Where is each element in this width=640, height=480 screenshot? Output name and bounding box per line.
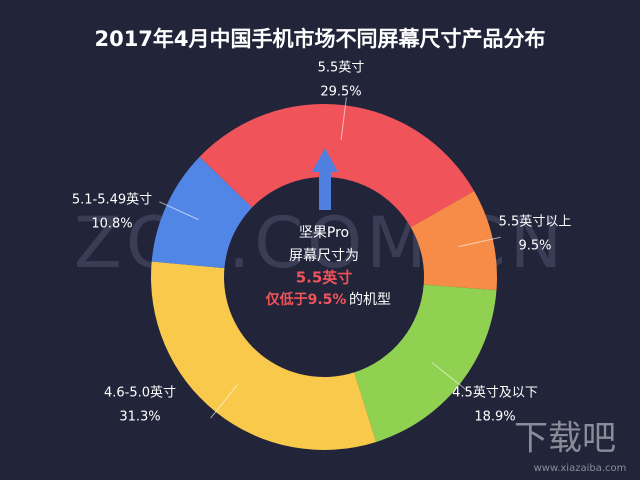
slice-label: 4.6-5.0英寸 (104, 386, 176, 401)
leader-line (431, 362, 467, 390)
leader-line (458, 236, 501, 248)
slice (151, 156, 253, 269)
value-label: 31.3% (119, 410, 160, 425)
value-label: 9.5% (518, 239, 551, 254)
leader-line (159, 201, 199, 221)
chart-title: 2017年4月中国手机市场不同屏幕尺寸产品分布 (94, 27, 545, 51)
center-text: 仅低于9.5% (265, 291, 347, 308)
value-label: 10.8% (91, 217, 132, 232)
watermark: 下载吧 (514, 419, 616, 459)
center-text: 坚果Pro (299, 225, 349, 241)
slice (410, 191, 497, 291)
value-label: 18.9% (474, 410, 515, 425)
value-label: 29.5% (320, 85, 361, 100)
slice-label: 5.5英寸以上 (499, 215, 572, 230)
center-text: 的机型 (349, 292, 391, 308)
slice (354, 284, 497, 442)
slice-label: 5.1-5.49英寸 (72, 193, 152, 208)
arrow (312, 148, 338, 210)
slice-label: 4.5英寸及以下 (452, 386, 538, 401)
slice (151, 261, 377, 451)
slice (199, 104, 475, 228)
leader-line (340, 97, 347, 141)
watermark: www.xiazaiba.com (534, 463, 627, 474)
leader-line (210, 384, 238, 419)
slice-label: 5.5英寸 (318, 61, 365, 76)
center-text: 屏幕尺寸为 (289, 248, 359, 264)
center-text: 5.5英寸 (296, 269, 353, 287)
